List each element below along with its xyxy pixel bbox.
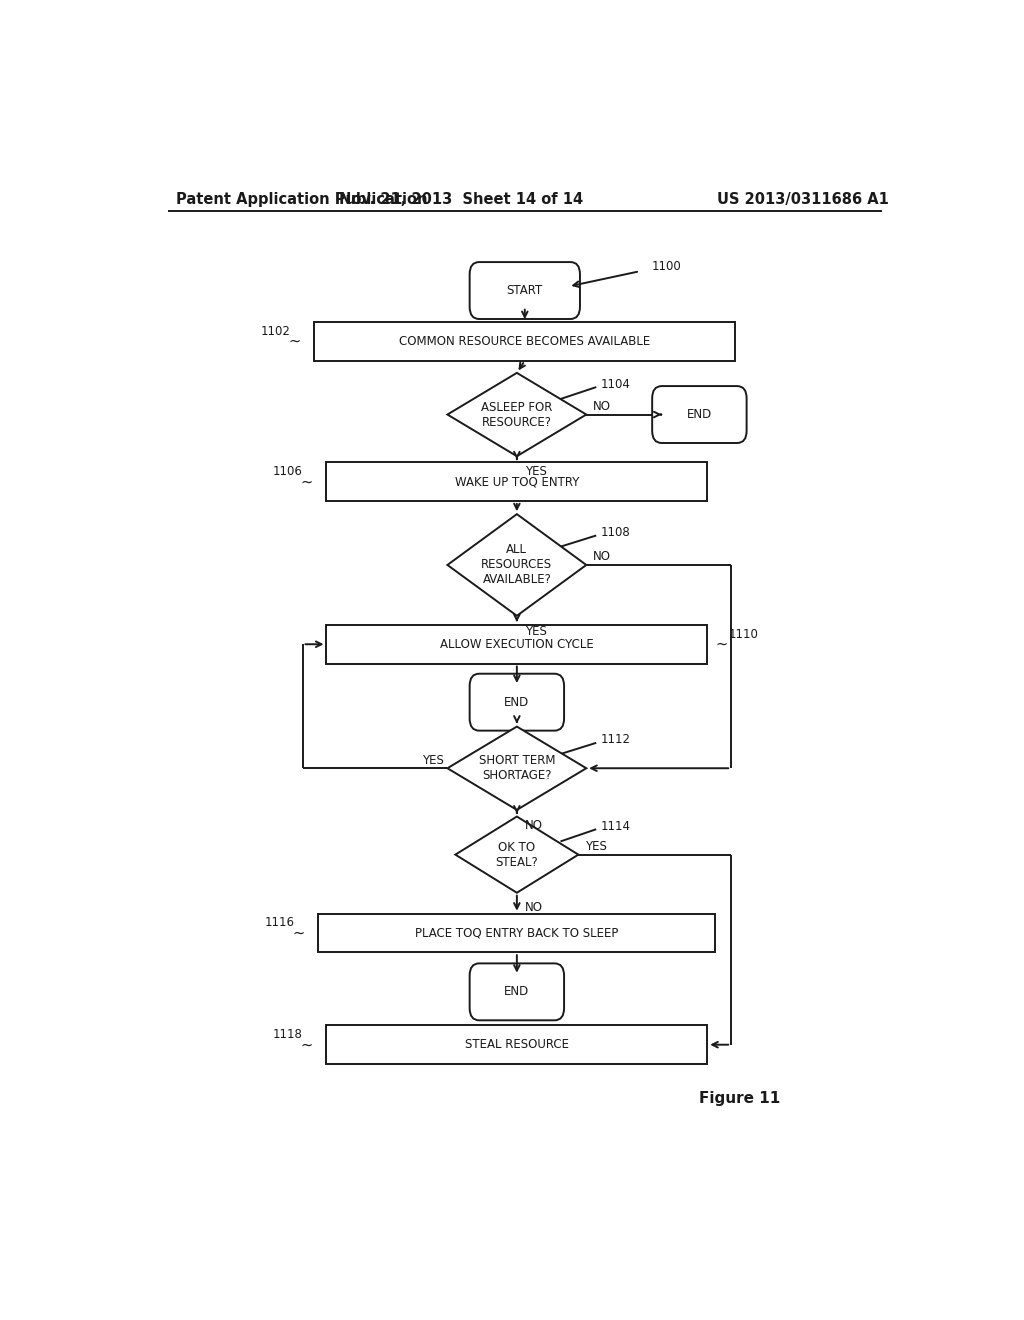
FancyBboxPatch shape bbox=[470, 263, 580, 319]
Text: ALL
RESOURCES
AVAILABLE?: ALL RESOURCES AVAILABLE? bbox=[481, 544, 552, 586]
Text: ~: ~ bbox=[300, 1038, 312, 1052]
FancyBboxPatch shape bbox=[470, 964, 564, 1020]
Text: US 2013/0311686 A1: US 2013/0311686 A1 bbox=[717, 191, 889, 206]
FancyBboxPatch shape bbox=[470, 673, 564, 731]
Text: NO: NO bbox=[593, 550, 610, 564]
Text: NO: NO bbox=[593, 400, 610, 413]
FancyBboxPatch shape bbox=[652, 385, 746, 444]
Text: 1106: 1106 bbox=[272, 465, 302, 478]
Text: Figure 11: Figure 11 bbox=[699, 1092, 780, 1106]
Text: COMMON RESOURCE BECOMES AVAILABLE: COMMON RESOURCE BECOMES AVAILABLE bbox=[399, 335, 650, 348]
Text: 1108: 1108 bbox=[600, 525, 630, 539]
Text: END: END bbox=[504, 696, 529, 709]
Text: STEAL RESOURCE: STEAL RESOURCE bbox=[465, 1039, 569, 1051]
Text: Patent Application Publication: Patent Application Publication bbox=[176, 191, 427, 206]
Text: YES: YES bbox=[585, 840, 606, 853]
Text: 1112: 1112 bbox=[600, 734, 630, 746]
Text: ASLEEP FOR
RESOURCE?: ASLEEP FOR RESOURCE? bbox=[481, 400, 553, 429]
Text: SHORT TERM
SHORTAGE?: SHORT TERM SHORTAGE? bbox=[478, 754, 555, 783]
Text: 1102: 1102 bbox=[260, 325, 291, 338]
FancyBboxPatch shape bbox=[327, 624, 708, 664]
FancyBboxPatch shape bbox=[314, 322, 735, 360]
Text: 1116: 1116 bbox=[264, 916, 295, 929]
Text: END: END bbox=[687, 408, 712, 421]
Text: WAKE UP TOQ ENTRY: WAKE UP TOQ ENTRY bbox=[455, 475, 579, 488]
FancyBboxPatch shape bbox=[318, 913, 715, 952]
Text: ALLOW EXECUTION CYCLE: ALLOW EXECUTION CYCLE bbox=[440, 638, 594, 651]
Text: ~: ~ bbox=[293, 925, 305, 940]
Text: PLACE TOQ ENTRY BACK TO SLEEP: PLACE TOQ ENTRY BACK TO SLEEP bbox=[415, 927, 618, 940]
Text: NO: NO bbox=[524, 818, 543, 832]
Text: YES: YES bbox=[524, 624, 547, 638]
Text: ~: ~ bbox=[300, 474, 312, 490]
Text: 1104: 1104 bbox=[600, 378, 630, 391]
Text: NO: NO bbox=[524, 902, 543, 915]
Text: YES: YES bbox=[422, 754, 443, 767]
Text: 1118: 1118 bbox=[272, 1028, 302, 1041]
FancyBboxPatch shape bbox=[327, 1026, 708, 1064]
Text: 1110: 1110 bbox=[729, 627, 759, 640]
Text: Nov. 21, 2013  Sheet 14 of 14: Nov. 21, 2013 Sheet 14 of 14 bbox=[339, 191, 584, 206]
Text: ~: ~ bbox=[715, 636, 727, 652]
Text: ~: ~ bbox=[289, 334, 301, 348]
Text: 1100: 1100 bbox=[652, 260, 682, 273]
Text: YES: YES bbox=[524, 465, 547, 478]
Text: 1114: 1114 bbox=[600, 820, 630, 833]
FancyBboxPatch shape bbox=[327, 462, 708, 500]
Polygon shape bbox=[447, 515, 587, 616]
Polygon shape bbox=[447, 372, 587, 457]
Polygon shape bbox=[447, 726, 587, 810]
Text: START: START bbox=[507, 284, 543, 297]
Polygon shape bbox=[456, 817, 579, 892]
Text: END: END bbox=[504, 985, 529, 998]
Text: OK TO
STEAL?: OK TO STEAL? bbox=[496, 841, 539, 869]
